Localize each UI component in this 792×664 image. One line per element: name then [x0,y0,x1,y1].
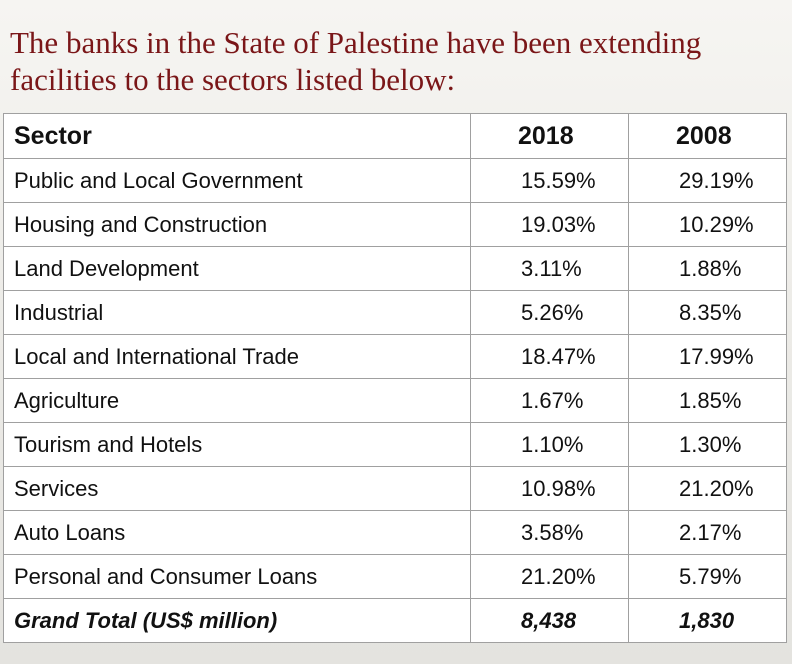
value-2018-cell: 15.59% [470,158,629,203]
value-2018-cell: 19.03% [470,202,629,247]
sector-cell: Agriculture [3,378,471,423]
page-title: The banks in the State of Palestine have… [10,24,780,98]
value-2008-cell: 1.30% [628,422,787,467]
value-2018-cell: 18.47% [470,334,629,379]
sector-cell: Auto Loans [3,510,471,555]
value-2008-cell: 21.20% [628,466,787,511]
value-2008-cell: 5.79% [628,554,787,599]
value-2008-cell: 17.99% [628,334,787,379]
table-row: Auto Loans 3.58% 2.17% [3,510,787,555]
value-2018-cell: 3.58% [470,510,629,555]
sector-cell: Public and Local Government [3,158,471,203]
value-2008-cell: 1.85% [628,378,787,423]
table-row: Industrial 5.26% 8.35% [3,290,787,335]
table-row: Public and Local Government 15.59% 29.19… [3,158,787,203]
table-row: Local and International Trade 18.47% 17.… [3,334,787,379]
table-row: Agriculture 1.67% 1.85% [3,378,787,423]
grand-total-label: Grand Total (US$ million) [3,598,471,643]
sector-cell: Industrial [3,290,471,335]
table-row: Housing and Construction 19.03% 10.29% [3,202,787,247]
title-line-2: facilities to the sectors listed below: [10,62,456,97]
value-2018-cell: 1.67% [470,378,629,423]
value-2018-cell: 21.20% [470,554,629,599]
header-2008: 2008 [628,113,787,159]
value-2008-cell: 8.35% [628,290,787,335]
sector-cell: Housing and Construction [3,202,471,247]
value-2008-cell: 10.29% [628,202,787,247]
sector-facilities-table: Sector 2018 2008 Public and Local Govern… [3,113,787,643]
value-2018-cell: 5.26% [470,290,629,335]
sector-cell: Personal and Consumer Loans [3,554,471,599]
value-2008-cell: 2.17% [628,510,787,555]
value-2008-cell: 1.88% [628,246,787,291]
header-sector: Sector [3,113,471,159]
sector-cell: Land Development [3,246,471,291]
grand-total-row: Grand Total (US$ million) 8,438 1,830 [3,598,787,643]
sector-cell: Tourism and Hotels [3,422,471,467]
value-2018-cell: 1.10% [470,422,629,467]
sector-cell: Local and International Trade [3,334,471,379]
value-2008-cell: 29.19% [628,158,787,203]
table-row: Personal and Consumer Loans 21.20% 5.79% [3,554,787,599]
header-2018: 2018 [470,113,629,159]
table-row: Land Development 3.11% 1.88% [3,246,787,291]
sector-cell: Services [3,466,471,511]
grand-total-2018: 8,438 [470,598,629,643]
table-header-row: Sector 2018 2008 [3,113,787,159]
table-row: Tourism and Hotels 1.10% 1.30% [3,422,787,467]
value-2018-cell: 3.11% [470,246,629,291]
title-line-1: The banks in the State of Palestine have… [10,25,702,60]
value-2018-cell: 10.98% [470,466,629,511]
table-row: Services 10.98% 21.20% [3,466,787,511]
grand-total-2008: 1,830 [628,598,787,643]
